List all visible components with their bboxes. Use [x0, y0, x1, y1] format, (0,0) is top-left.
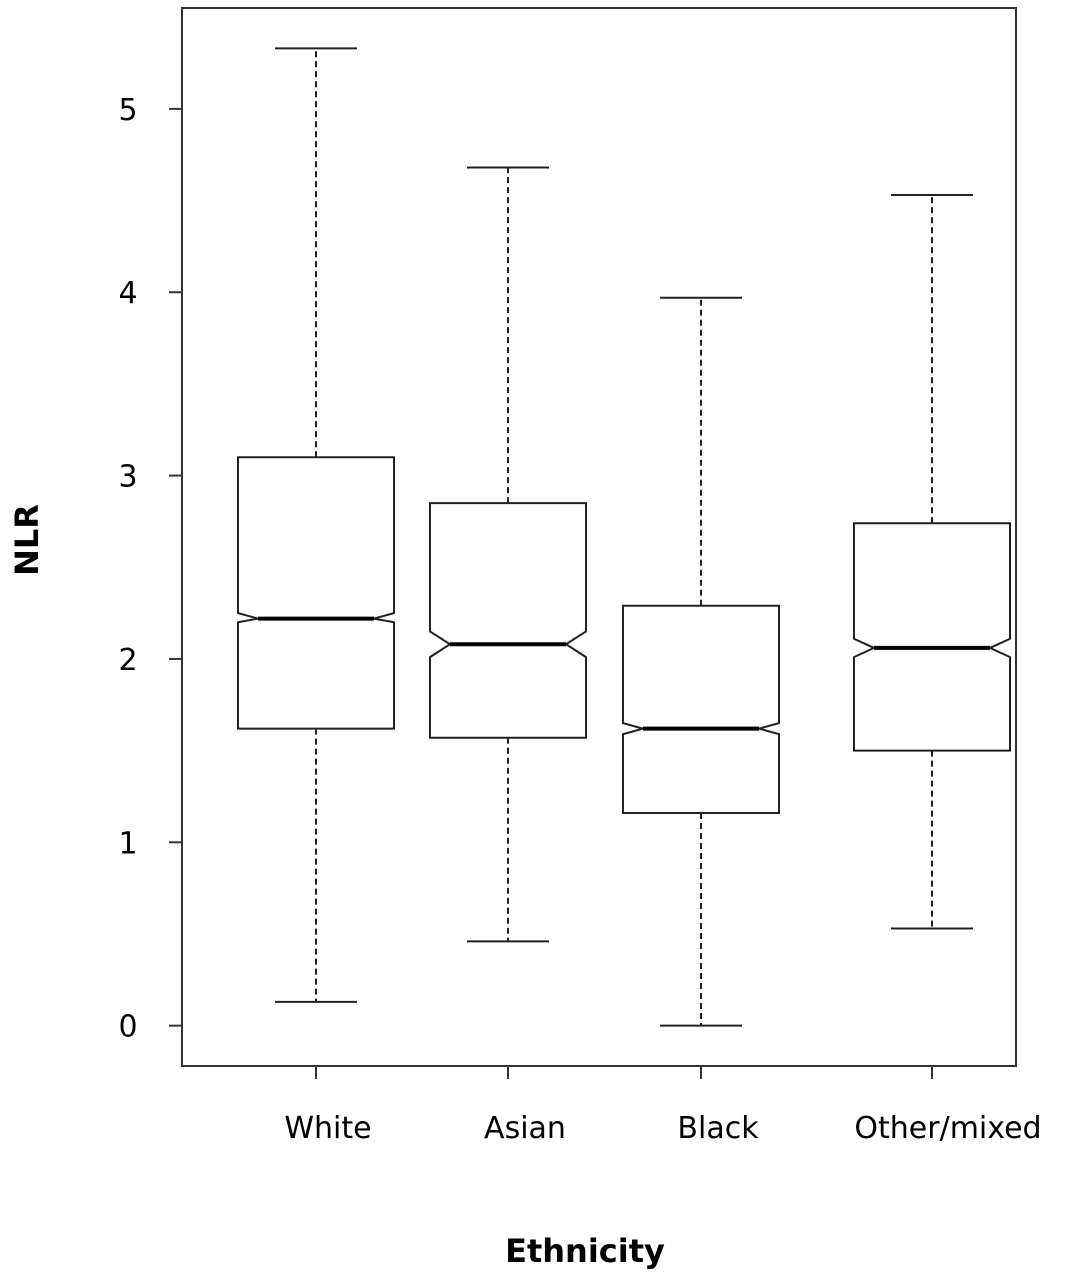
y-tick-label-5: 5	[118, 93, 137, 128]
y-tick-label-4: 4	[118, 276, 137, 311]
x-axis-title: Ethnicity	[505, 1232, 665, 1270]
plot-frame	[181, 7, 1017, 1067]
x-tick-label-2: Black	[677, 1111, 759, 1146]
y-axis: 0 1 2 3 4 5	[118, 93, 182, 1045]
y-tick-label-1: 1	[118, 826, 137, 861]
x-tick-label-1: Asian	[484, 1111, 566, 1146]
x-tick-label-3: Other/mixed	[854, 1111, 1041, 1146]
box-asian	[429, 166, 587, 943]
notched-box	[237, 456, 395, 730]
x-axis: White Asian Black Other/mixed	[284, 1066, 1042, 1146]
box-other-mixed	[853, 194, 1011, 930]
boxes-group	[237, 47, 1011, 1027]
x-tick-label-0: White	[284, 1111, 371, 1146]
box-white	[237, 47, 395, 1003]
notched-box	[622, 604, 780, 814]
y-tick-label-0: 0	[118, 1010, 137, 1045]
notched-box	[429, 502, 587, 739]
y-tick-label-3: 3	[118, 460, 137, 495]
notched-box	[853, 522, 1011, 752]
y-axis-title: NLR	[8, 504, 46, 576]
box-black	[622, 296, 780, 1027]
y-tick-label-2: 2	[118, 643, 137, 678]
